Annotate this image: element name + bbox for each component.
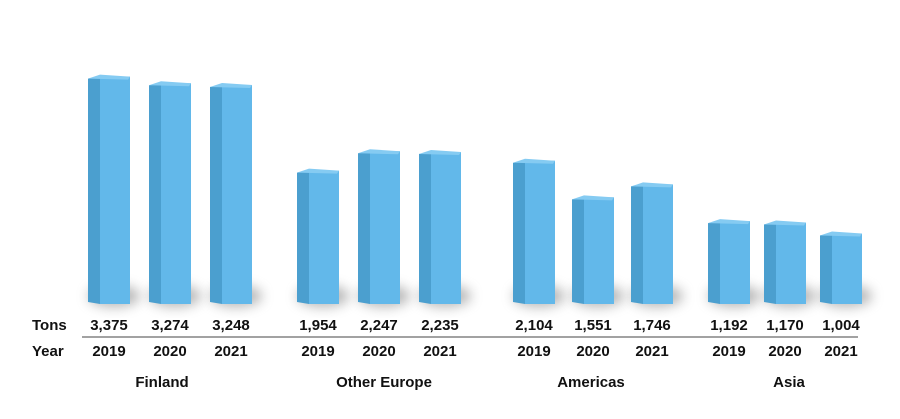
bar-front (643, 184, 673, 304)
value-label: 3,375 (90, 317, 128, 334)
bar-side (210, 84, 222, 305)
bar-front (776, 222, 806, 304)
value-label: 3,274 (151, 317, 189, 334)
bar-asia-2021 (820, 231, 872, 307)
year-label: 2019 (92, 343, 125, 360)
bar-top (820, 231, 862, 237)
bar-front (100, 76, 130, 304)
value-label: 2,104 (515, 317, 553, 334)
year-label: 2021 (214, 343, 247, 360)
bar-top (708, 219, 750, 225)
year-label: 2020 (362, 343, 395, 360)
bar-americas-2021 (631, 182, 683, 307)
bar-top (358, 149, 400, 155)
bar-asia-2020 (764, 220, 816, 307)
year-label: 2021 (635, 343, 668, 360)
value-label: 1,192 (710, 317, 748, 334)
bar-top (419, 150, 461, 156)
bar-front (720, 221, 750, 304)
bar-americas-2020 (572, 195, 624, 307)
bar-front (832, 233, 862, 304)
year-label: 2021 (423, 343, 456, 360)
bar-top (631, 182, 673, 188)
bar-side (572, 197, 584, 304)
bar-front (309, 170, 339, 304)
year-label: 2020 (576, 343, 609, 360)
bar-top (764, 220, 806, 226)
bar-finland-2019 (88, 74, 140, 307)
value-label: 2,247 (360, 317, 398, 334)
bar-top (210, 82, 252, 88)
row-label-year: Year (32, 343, 64, 360)
value-label: 1,746 (633, 317, 671, 334)
labels-layer: 3,375 2019 3,274 2020 3,248 2021 Finland 1,954 2… (90, 317, 860, 391)
group-label: Asia (773, 374, 805, 391)
row-label-tons: Tons (32, 317, 67, 334)
bar-other-europe-2019 (297, 168, 349, 307)
group-label: Finland (135, 374, 188, 391)
bar-side (419, 152, 431, 304)
value-label: 2,235 (421, 317, 459, 334)
bar-americas-2019 (513, 158, 565, 307)
bar-side (631, 184, 643, 304)
year-label: 2020 (153, 343, 186, 360)
group-label: Other Europe (336, 374, 432, 391)
bar-other-europe-2021 (419, 150, 471, 307)
bar-front (161, 83, 191, 304)
bar-side (358, 151, 370, 304)
bar-top (88, 74, 130, 80)
value-label: 1,954 (299, 317, 337, 334)
value-label: 1,551 (574, 317, 612, 334)
value-label: 1,004 (822, 317, 860, 334)
bar-top (297, 168, 339, 174)
bar-finland-2021 (210, 82, 262, 307)
bars-layer (88, 74, 872, 307)
bar-front (370, 151, 400, 304)
year-label: 2019 (712, 343, 745, 360)
bar-asia-2019 (708, 219, 760, 307)
bar-top (572, 195, 614, 201)
bar-front (222, 84, 252, 305)
year-label: 2021 (824, 343, 857, 360)
year-label: 2019 (517, 343, 550, 360)
bar-side (708, 221, 720, 304)
bar-top (149, 81, 191, 87)
bar-top (513, 158, 555, 164)
bar-side (88, 76, 100, 304)
year-label: 2020 (768, 343, 801, 360)
bar-other-europe-2020 (358, 149, 410, 307)
bar-side (764, 222, 776, 304)
bar-side (297, 170, 309, 304)
year-label: 2019 (301, 343, 334, 360)
group-label: Americas (557, 374, 625, 391)
value-label: 3,248 (212, 317, 250, 334)
bar-front (431, 152, 461, 304)
bar-finland-2020 (149, 81, 201, 307)
value-label: 1,170 (766, 317, 804, 334)
bar-side (149, 83, 161, 304)
bar-front (584, 197, 614, 304)
bar-side (820, 233, 832, 304)
bar-front (525, 160, 555, 304)
bar-side (513, 160, 525, 304)
